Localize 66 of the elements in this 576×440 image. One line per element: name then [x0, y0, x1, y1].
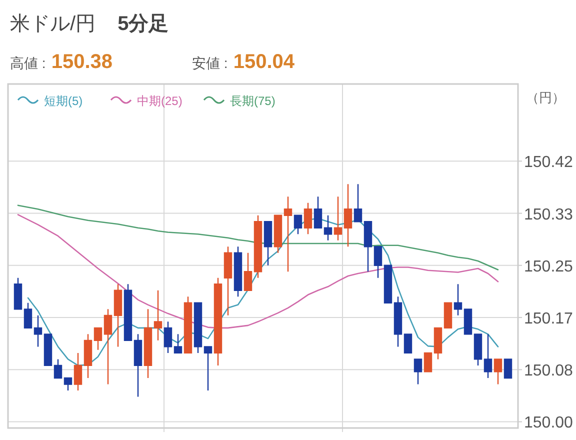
chart-subtitle: 5分足	[118, 13, 169, 35]
y-tick-label: 150.42	[524, 154, 574, 172]
candlestick	[354, 183, 362, 222]
candlestick	[474, 334, 482, 366]
candlestick	[434, 327, 442, 360]
y-tick-label: 150.33	[524, 206, 574, 224]
candlestick	[264, 221, 272, 266]
candlestick	[484, 334, 492, 379]
line-series	[17, 214, 499, 329]
chart-title: 米ドル/円	[10, 13, 96, 35]
candlestick	[444, 302, 452, 329]
candlestick	[244, 252, 252, 291]
candlestick	[464, 308, 472, 335]
candlestick	[214, 277, 222, 366]
candlestick	[204, 346, 212, 392]
candlestick	[74, 352, 82, 392]
candlestick	[294, 214, 302, 235]
candlestick	[384, 264, 392, 304]
candlestick	[14, 277, 22, 310]
candlestick	[334, 196, 342, 241]
legend-label: 短期(5)	[44, 94, 83, 108]
y-tick-label: 150.00	[524, 414, 574, 432]
candlestick	[194, 302, 202, 354]
candlestick	[124, 284, 132, 342]
candlestick	[184, 296, 192, 354]
legend-label: 中期(25)	[137, 94, 182, 108]
text: 高値 : 150.38	[10, 51, 113, 73]
candlestick	[44, 334, 52, 366]
candlestick	[24, 302, 32, 329]
candlestick	[64, 377, 72, 392]
candlestick	[154, 290, 162, 342]
candlestick	[314, 196, 322, 228]
candlestick	[414, 358, 422, 385]
candlestick	[404, 334, 412, 354]
candlestick	[324, 214, 332, 241]
candlestick	[84, 334, 92, 379]
y-tick-label: 150.08	[524, 362, 574, 380]
candlestick	[224, 246, 232, 316]
candlestick	[424, 352, 432, 372]
candlestick	[34, 314, 42, 348]
candlestick	[284, 196, 292, 272]
candlestick	[394, 296, 402, 348]
y-tick-label: 150.17	[524, 310, 574, 328]
candlestick	[144, 308, 152, 379]
candlestick	[454, 284, 462, 316]
candlestick	[234, 246, 242, 298]
candlestick	[114, 284, 122, 348]
candlestick	[104, 308, 112, 385]
candlestick	[494, 358, 502, 385]
y-axis-title: （円）	[526, 90, 565, 105]
candlestick	[344, 183, 352, 248]
candlestick	[94, 327, 102, 350]
line-series	[17, 204, 499, 270]
candlestick	[274, 214, 282, 254]
candlestick	[134, 334, 142, 398]
candlestick	[164, 321, 172, 354]
candlestick	[254, 214, 262, 278]
candlestick	[364, 221, 372, 272]
candlestick	[304, 202, 312, 235]
candlestick	[174, 334, 182, 354]
text: 安値 : 150.04	[192, 51, 296, 73]
y-tick-label: 150.25	[524, 258, 574, 276]
legend-label: 長期(75)	[230, 94, 276, 108]
candlestick	[54, 358, 62, 379]
candlestick	[374, 246, 382, 278]
candlestick	[504, 358, 512, 379]
